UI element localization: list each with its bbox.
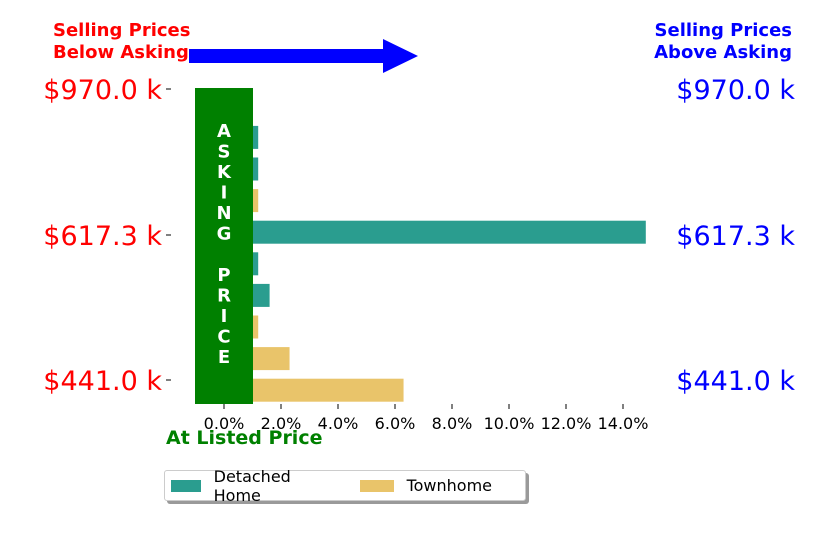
x-tick-label-1: 0.0% <box>204 414 245 433</box>
banner-letter-3: K <box>217 162 232 183</box>
banner-letter-12: E <box>218 347 230 368</box>
bar-5 <box>224 220 646 244</box>
x-tick-label-8: 14.0% <box>598 414 649 433</box>
x-tick-label-5: 8.0% <box>432 414 473 433</box>
banner-letter-1: A <box>217 121 231 142</box>
banner-letter-5: N <box>216 203 231 224</box>
above-asking-line2: Above Asking <box>654 42 792 63</box>
legend-label-townhome: Townhome <box>406 476 492 495</box>
y-tick-label-right-3: $441.0 k <box>676 366 795 397</box>
legend-item-detached-home: Detached Home <box>171 467 327 505</box>
bar-10 <box>224 378 404 402</box>
arrow-shaft <box>189 49 385 63</box>
y-tick-label-left-3: $441.0 k <box>43 366 162 397</box>
legend-label-detached-home: Detached Home <box>213 466 291 505</box>
legend: Detached Home Townhome <box>164 467 526 505</box>
x-tick-label-4: 6.0% <box>375 414 416 433</box>
banner-letter-9: R <box>217 286 231 307</box>
legend-item-townhome: Townhome <box>359 476 492 495</box>
below-asking-label: Selling Prices Below Asking <box>53 20 190 64</box>
above-asking-label: Selling Prices Above Asking <box>654 20 792 64</box>
x-tick-label-6: 10.0% <box>484 414 535 433</box>
y-tick-label-left-2: $617.3 k <box>43 221 162 252</box>
legend-swatch-detached-home <box>171 479 201 492</box>
x-tick-label-2: 2.0% <box>261 414 302 433</box>
y-tick-label-left-1: $970.0 k <box>43 75 162 106</box>
banner-letter-2: S <box>218 142 231 163</box>
y-tick-label-right-2: $617.3 k <box>676 221 795 252</box>
asking-price-banner <box>195 88 253 404</box>
legend-swatch-townhome <box>359 479 394 492</box>
below-asking-line2: Below Asking <box>53 42 189 63</box>
banner-letter-6: G <box>217 224 232 245</box>
banner-letter-10: I <box>221 306 228 327</box>
banner-letter-4: I <box>221 183 228 204</box>
arrow-head <box>383 39 418 73</box>
banner-letter-11: C <box>217 327 230 348</box>
y-tick-label-right-1: $970.0 k <box>676 75 795 106</box>
below-asking-line1: Selling Prices <box>53 20 191 41</box>
above-asking-line1: Selling Prices <box>654 20 792 41</box>
banner-letter-8: P <box>217 265 230 286</box>
x-tick-label-7: 12.0% <box>541 414 592 433</box>
x-tick-label-3: 4.0% <box>318 414 359 433</box>
x-axis-title: At Listed Price <box>166 427 323 449</box>
